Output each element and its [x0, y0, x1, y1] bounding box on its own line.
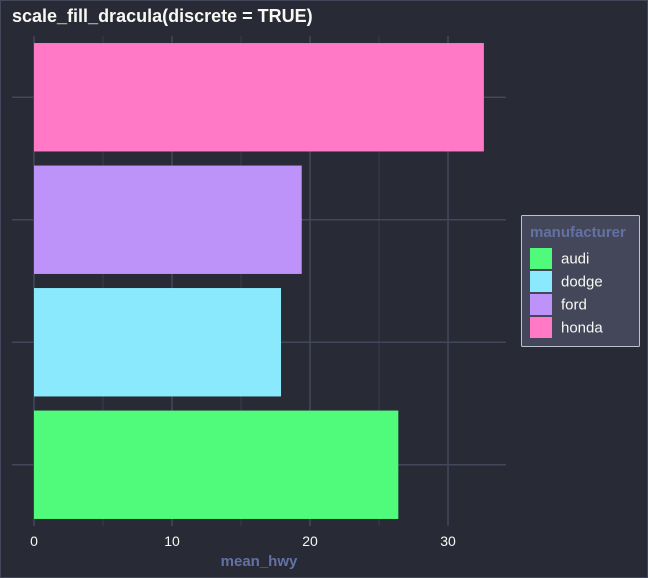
legend-title: manufacturer [530, 224, 626, 241]
legend: manufacturer audi dodge ford honda [521, 215, 640, 347]
bar-dodge [34, 288, 282, 397]
legend-label-dodge: dodge [561, 274, 603, 291]
x-axis-ticks: 0 10 20 30 [30, 533, 456, 549]
x-tick-label: 10 [164, 533, 180, 549]
bar-audi [34, 410, 399, 519]
legend-label-ford: ford [561, 297, 587, 314]
legend-label-audi: audi [561, 251, 589, 268]
bar-honda [34, 43, 484, 152]
x-tick-label: 20 [302, 533, 318, 549]
legend-label-honda: honda [561, 320, 603, 337]
legend-swatch-ford [530, 294, 552, 315]
legend-items: audi dodge ford honda [530, 248, 603, 338]
x-tick-label: 0 [30, 533, 38, 549]
legend-swatch-honda [530, 317, 552, 338]
x-tick-label: 30 [440, 533, 456, 549]
legend-swatch-dodge [530, 271, 552, 292]
x-axis-title: mean_hwy [221, 553, 298, 570]
bars [34, 43, 484, 519]
bar-ford [34, 165, 302, 274]
legend-swatch-audi [530, 248, 552, 269]
chart-title: scale_fill_dracula(discrete = TRUE) [12, 6, 313, 26]
